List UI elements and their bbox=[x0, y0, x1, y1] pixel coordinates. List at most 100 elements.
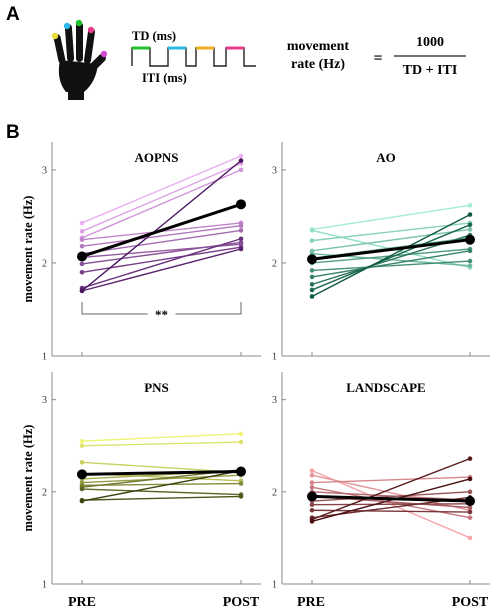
subject-point-pre bbox=[309, 472, 315, 478]
subject-segment bbox=[311, 222, 471, 242]
subject-line bbox=[79, 240, 244, 267]
subject-point-post bbox=[467, 222, 473, 228]
hand-icon bbox=[51, 19, 108, 100]
subject-segment bbox=[311, 204, 471, 231]
mean-point-post bbox=[236, 199, 246, 210]
subject-point-post bbox=[238, 431, 244, 437]
mean-point-post bbox=[236, 466, 246, 477]
subject-segment bbox=[81, 225, 242, 247]
iti-label: ITI (ms) bbox=[142, 71, 187, 85]
y-axis-label: movement rate (Hz) bbox=[21, 425, 35, 532]
y-tick-label: 2 bbox=[272, 487, 277, 498]
subject-point-post bbox=[467, 489, 473, 495]
significance-label-bg bbox=[147, 308, 176, 320]
subject-point-post bbox=[467, 515, 473, 520]
subject-point-pre bbox=[79, 229, 85, 234]
subject-point-post bbox=[467, 227, 473, 232]
subject-point-pre bbox=[79, 220, 85, 226]
subject-point-post bbox=[238, 167, 244, 173]
subject-point-post bbox=[467, 476, 473, 482]
y-tick-label: 2 bbox=[42, 258, 47, 269]
subject-point-post bbox=[467, 202, 473, 208]
formula-equals: = bbox=[373, 50, 382, 67]
panel-title: AO bbox=[376, 150, 396, 165]
subject-point-post bbox=[467, 456, 473, 461]
subject-point-post bbox=[238, 236, 244, 242]
subject-point-pre bbox=[309, 274, 315, 280]
subject-point-post bbox=[467, 535, 473, 541]
subject-line bbox=[79, 223, 244, 249]
subject-point-pre bbox=[79, 486, 85, 492]
subject-segment bbox=[81, 433, 242, 442]
subject-line bbox=[309, 248, 473, 280]
subject-line bbox=[79, 439, 244, 449]
y-tick-label: 1 bbox=[272, 352, 277, 363]
subject-segment bbox=[81, 162, 242, 232]
subject-point-pre bbox=[309, 480, 315, 485]
subject-point-post bbox=[238, 223, 244, 229]
subject-line bbox=[79, 228, 244, 256]
subject-segment bbox=[311, 260, 471, 272]
panel-title: AOPNS bbox=[134, 150, 178, 165]
formula-numerator: 1000 bbox=[416, 35, 444, 50]
y-tick-label: 1 bbox=[42, 352, 47, 363]
xtick-pre-left: PRE bbox=[68, 595, 96, 610]
formula-denominator: TD + ITI bbox=[403, 63, 458, 78]
mean-line bbox=[81, 470, 242, 476]
subject-point-pre bbox=[79, 237, 85, 242]
subject-line bbox=[79, 486, 244, 497]
subject-point-post bbox=[467, 263, 473, 269]
subject-point-pre bbox=[79, 288, 85, 294]
subject-point-pre bbox=[309, 238, 315, 243]
subject-segment bbox=[81, 238, 242, 289]
panel-title: PNS bbox=[144, 380, 169, 395]
subject-segment bbox=[81, 469, 242, 502]
subject-point-pre bbox=[309, 507, 315, 513]
panel-landscape: 1 2 3 LANDSCAPE bbox=[272, 372, 490, 591]
subject-point-post bbox=[238, 153, 244, 159]
subject-point-post bbox=[467, 212, 473, 217]
subject-segment bbox=[311, 491, 471, 502]
panel-b-letter: B bbox=[6, 122, 20, 143]
subject-point-pre bbox=[309, 484, 315, 490]
subject-segment bbox=[311, 213, 471, 298]
xtick-pre-right: PRE bbox=[297, 595, 325, 610]
subject-point-post bbox=[238, 494, 244, 499]
mean-point-pre bbox=[77, 251, 87, 262]
subject-line bbox=[79, 494, 244, 503]
subject-point-pre bbox=[79, 460, 85, 465]
subject-line bbox=[79, 161, 244, 234]
formula-lhs-line1: movement bbox=[287, 39, 350, 54]
mean-point-post bbox=[465, 496, 475, 507]
significance-label: ** bbox=[155, 307, 168, 322]
subject-point-post bbox=[238, 240, 244, 245]
panel-pns: 1 2 3 movement rate (Hz) PNS bbox=[21, 372, 261, 591]
subject-point-pre bbox=[309, 282, 315, 287]
y-tick-label: 3 bbox=[272, 165, 277, 176]
subject-segment bbox=[81, 441, 242, 447]
subject-point-pre bbox=[309, 294, 315, 299]
subject-point-post bbox=[467, 509, 473, 515]
subject-point-pre bbox=[79, 438, 85, 444]
y-tick-label: 3 bbox=[272, 395, 277, 406]
mean-point-post bbox=[465, 234, 475, 245]
subject-point-pre bbox=[79, 243, 85, 249]
pulse-train-diagram bbox=[131, 46, 256, 67]
subject-line bbox=[309, 507, 473, 515]
mean-point-pre bbox=[77, 469, 87, 480]
subject-point-pre bbox=[309, 519, 315, 524]
panel-title: LANDSCAPE bbox=[346, 380, 425, 395]
y-tick-label: 3 bbox=[42, 395, 47, 406]
subject-point-pre bbox=[309, 502, 315, 508]
subject-line bbox=[79, 153, 244, 226]
subject-segment bbox=[311, 457, 471, 521]
mean-line bbox=[311, 494, 471, 503]
panel-a-letter: A bbox=[6, 4, 20, 25]
subject-point-post bbox=[238, 439, 244, 445]
subject-line bbox=[79, 236, 244, 291]
subject-segment bbox=[81, 246, 242, 273]
subject-segment bbox=[81, 488, 242, 496]
y-tick-label: 1 bbox=[272, 580, 277, 591]
subject-segment bbox=[311, 228, 471, 252]
subject-point-pre bbox=[79, 269, 85, 275]
